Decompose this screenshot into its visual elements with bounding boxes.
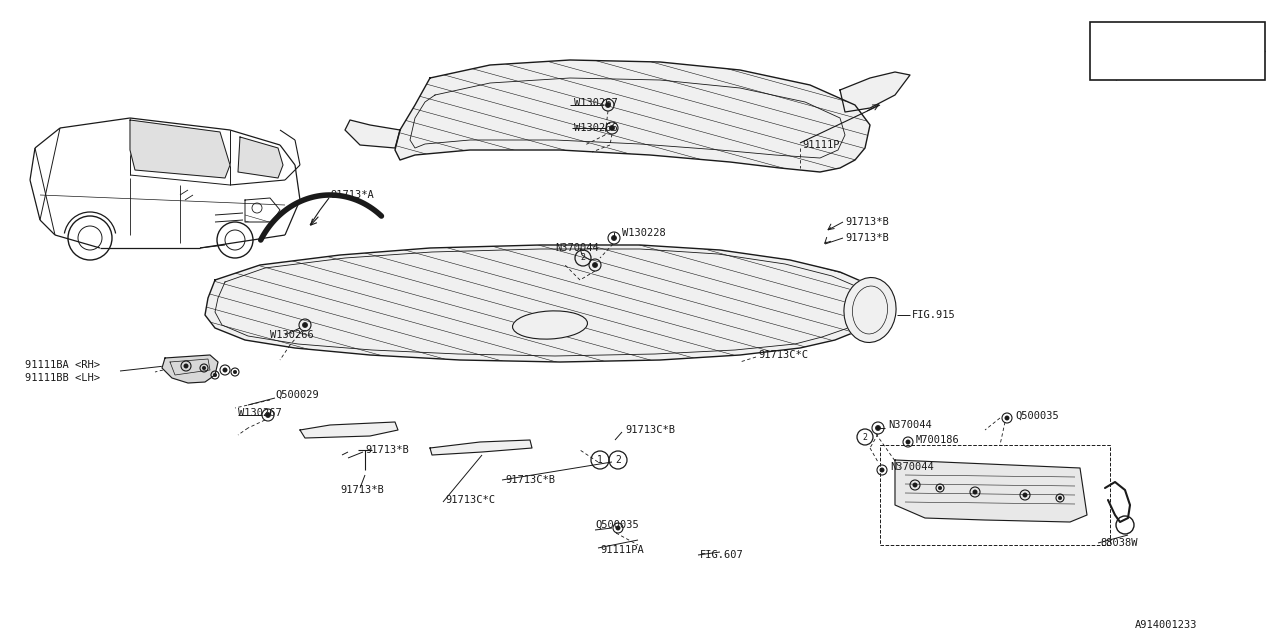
Text: 2: 2 bbox=[616, 455, 621, 465]
Text: A914001233: A914001233 bbox=[1135, 620, 1198, 630]
Text: M700186: M700186 bbox=[916, 435, 960, 445]
Text: N370044: N370044 bbox=[890, 462, 933, 472]
Text: Q500035: Q500035 bbox=[595, 520, 639, 530]
Polygon shape bbox=[163, 355, 218, 383]
Text: 91111P: 91111P bbox=[803, 140, 840, 150]
Circle shape bbox=[973, 490, 977, 494]
Text: W130266: W130266 bbox=[270, 330, 314, 340]
Text: N370044: N370044 bbox=[888, 420, 932, 430]
Circle shape bbox=[879, 468, 884, 472]
Text: FIG.607: FIG.607 bbox=[700, 550, 744, 560]
Polygon shape bbox=[430, 440, 532, 455]
Text: 91713C*B: 91713C*B bbox=[625, 425, 675, 435]
Text: 2: 2 bbox=[863, 433, 868, 442]
Polygon shape bbox=[895, 460, 1087, 522]
Ellipse shape bbox=[512, 311, 588, 339]
Polygon shape bbox=[205, 245, 881, 362]
Circle shape bbox=[612, 236, 617, 241]
Circle shape bbox=[876, 426, 881, 431]
Text: 2: 2 bbox=[581, 253, 585, 262]
Circle shape bbox=[605, 102, 611, 108]
Circle shape bbox=[593, 262, 598, 268]
Circle shape bbox=[233, 371, 237, 374]
Polygon shape bbox=[840, 72, 910, 112]
Text: 91713C*C: 91713C*C bbox=[758, 350, 808, 360]
Circle shape bbox=[913, 483, 916, 487]
Circle shape bbox=[1059, 497, 1061, 500]
Bar bbox=[881, 445, 1110, 545]
Circle shape bbox=[1005, 416, 1009, 420]
Ellipse shape bbox=[844, 278, 896, 342]
Circle shape bbox=[906, 440, 910, 444]
Circle shape bbox=[609, 125, 614, 131]
Text: Q500035: Q500035 bbox=[1015, 411, 1059, 421]
Circle shape bbox=[223, 368, 227, 372]
Polygon shape bbox=[396, 60, 870, 172]
Circle shape bbox=[265, 412, 270, 417]
Text: M700187: M700187 bbox=[1123, 61, 1169, 70]
Polygon shape bbox=[131, 120, 230, 178]
Text: 91713*B: 91713*B bbox=[365, 445, 408, 455]
Circle shape bbox=[302, 323, 307, 328]
Circle shape bbox=[202, 366, 206, 370]
Circle shape bbox=[1023, 493, 1027, 497]
Text: 88038W: 88038W bbox=[1100, 538, 1138, 548]
Text: 1: 1 bbox=[596, 455, 603, 465]
Text: Q500029: Q500029 bbox=[275, 390, 319, 400]
Text: 91713*B: 91713*B bbox=[845, 233, 888, 243]
Polygon shape bbox=[346, 120, 399, 148]
Circle shape bbox=[616, 526, 620, 530]
Text: 91713*B: 91713*B bbox=[340, 485, 384, 495]
Text: W130267: W130267 bbox=[238, 408, 282, 418]
Text: 91111BA <RH>: 91111BA <RH> bbox=[26, 360, 100, 370]
Polygon shape bbox=[300, 422, 398, 438]
Text: 91713*B: 91713*B bbox=[845, 217, 888, 227]
Circle shape bbox=[214, 373, 216, 377]
Polygon shape bbox=[238, 137, 283, 178]
Text: 91111BB <LH>: 91111BB <LH> bbox=[26, 373, 100, 383]
Text: FIG.915: FIG.915 bbox=[911, 310, 956, 320]
Text: W130267: W130267 bbox=[573, 98, 618, 108]
Text: 91713C*A: 91713C*A bbox=[1123, 31, 1176, 42]
Circle shape bbox=[184, 364, 188, 368]
Circle shape bbox=[938, 486, 942, 490]
Text: W130266: W130266 bbox=[573, 123, 618, 133]
Text: N370044: N370044 bbox=[556, 243, 599, 253]
Text: 91111PA: 91111PA bbox=[600, 545, 644, 555]
Text: 1: 1 bbox=[1100, 31, 1106, 42]
Text: 91713*A: 91713*A bbox=[330, 190, 374, 200]
Text: 91713C*C: 91713C*C bbox=[445, 495, 495, 505]
Text: 91713C*B: 91713C*B bbox=[506, 475, 556, 485]
Bar bbox=[1091, 22, 1265, 80]
Text: 2: 2 bbox=[1100, 61, 1106, 70]
Text: W130228: W130228 bbox=[622, 228, 666, 238]
